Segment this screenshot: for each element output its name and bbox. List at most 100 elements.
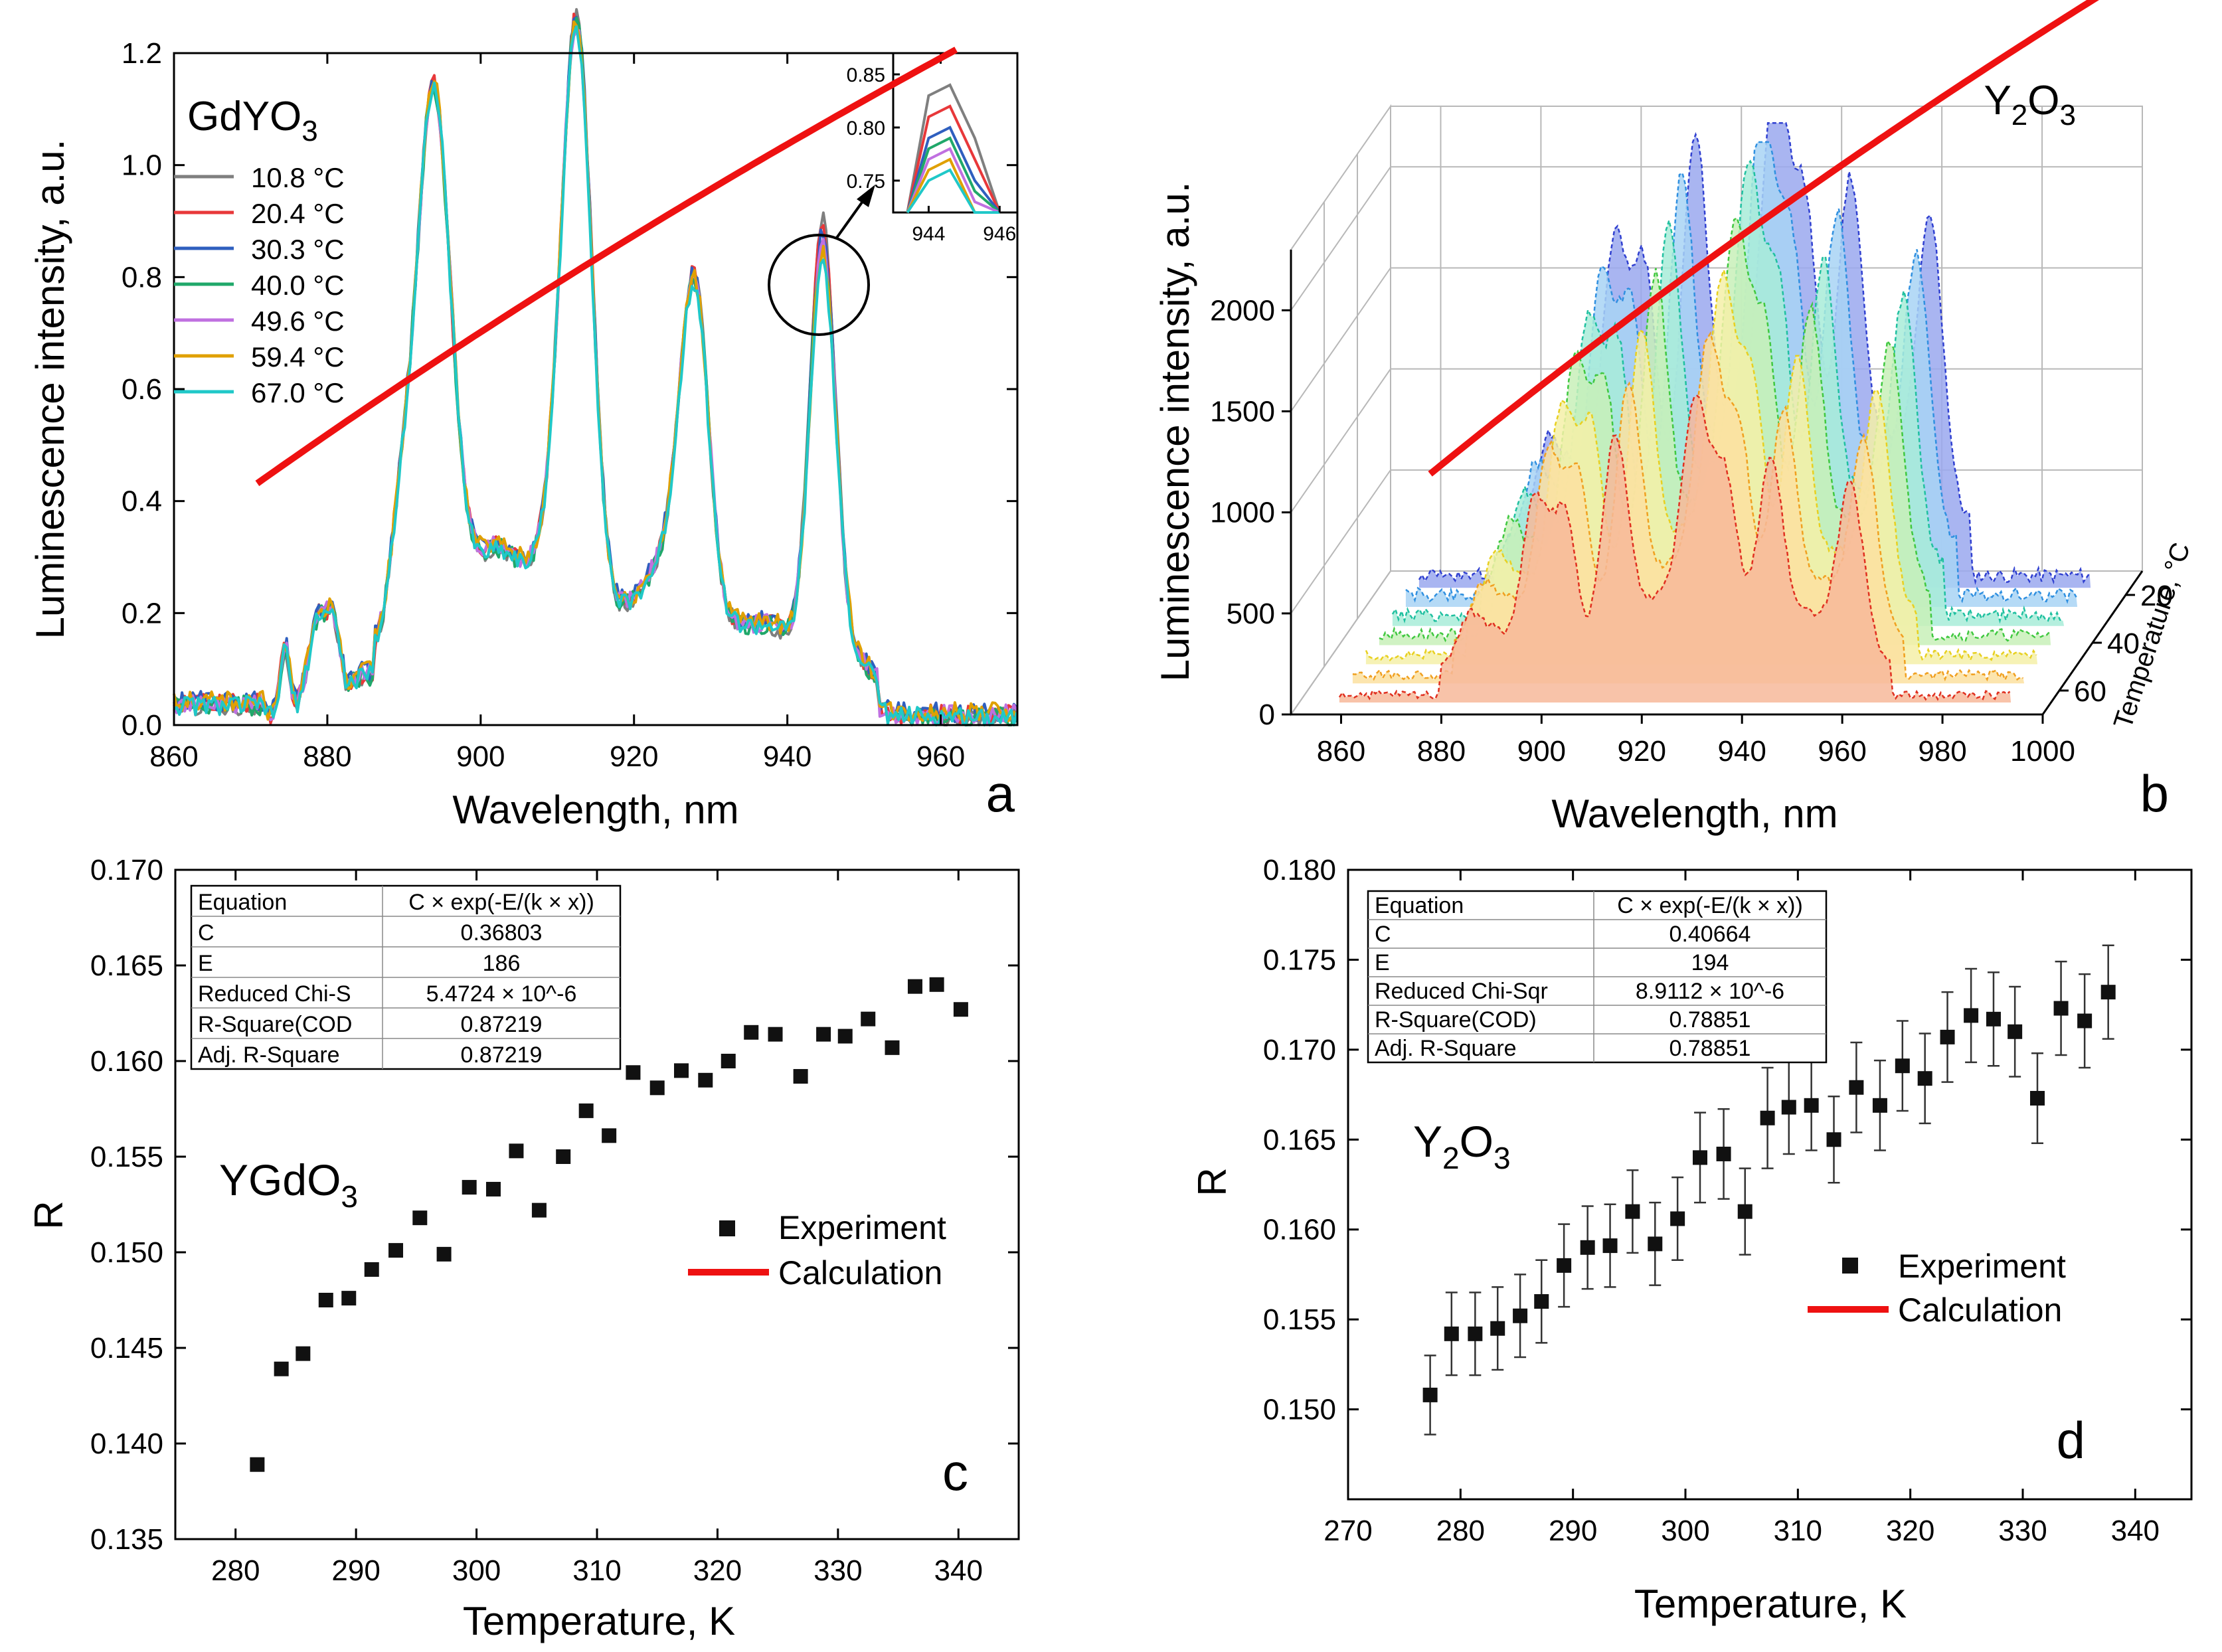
panel-a-inset-xtick-label: 944 — [912, 223, 945, 245]
panel-c-label: c — [942, 1443, 968, 1501]
panel-a-legend-label: 30.3 °C — [251, 234, 345, 265]
panel-d-xtick-label: 300 — [1661, 1515, 1709, 1547]
panel-c-experiment-point — [602, 1128, 617, 1143]
panel-d-table-cell-value: 0.78851 — [1669, 1036, 1751, 1061]
panel-d-ylabel: R — [1190, 1167, 1235, 1196]
panel-d-ytick-label: 0.170 — [1263, 1034, 1336, 1066]
panel-a-ytick-label: 0.2 — [122, 597, 162, 629]
panel-c-experiment-point — [531, 1202, 547, 1218]
panel-b-grid-line — [1290, 166, 2142, 311]
panel-d-experiment-point — [1917, 1071, 1932, 1086]
panel-d-ratio-y2o3: 270 280 290 300 310 320 330 340 0.150 0.155 0.160 0… — [1190, 0, 2193, 1626]
panel-a-ytick-label: 0.8 — [122, 261, 162, 293]
panel-b-ytick-label: 1000 — [1210, 497, 1275, 529]
panel-d-ytick-label: 0.160 — [1263, 1214, 1336, 1246]
panel-d-experiment-point — [1513, 1308, 1528, 1323]
panel-c-table-cell-key: C — [198, 920, 214, 946]
panel-b-xtick-label: 960 — [1818, 735, 1866, 768]
panel-d-plot-frame — [1347, 868, 2193, 1501]
panel-a-inset-xtick-label: 946 — [983, 223, 1016, 245]
panel-a-ytick-label: 0.6 — [122, 373, 162, 406]
panel-a-peak-highlight-circle — [768, 234, 870, 336]
panel-b-xtick-label: 1000 — [2010, 735, 2075, 768]
panel-a-ytick-label: 1.2 — [122, 37, 162, 70]
panel-a-luminescence-gdyo3: 860 880 900 920 940 9600.00.20.40.60.81.01.2 … — [28, 8, 1019, 832]
panel-a-inset-ytick-label: 0.75 — [847, 171, 885, 193]
panel-a-ytick-label: 0.4 — [122, 485, 162, 518]
panel-d-experiment-point — [1781, 1100, 1796, 1115]
panel-c-experiment-point — [388, 1243, 404, 1258]
panel-d-experiment-point — [1422, 1387, 1438, 1402]
panel-d-legend-calculation-label: Calculation — [1898, 1291, 2062, 1329]
panel-d-experiment-point — [1534, 1294, 1549, 1309]
panel-d-experiment-point — [1693, 1150, 1708, 1165]
panel-c-experiment-point — [816, 1027, 831, 1042]
panel-c-xtick-label: 340 — [934, 1554, 983, 1587]
panel-c-experiment-point — [929, 977, 944, 992]
panel-c-ytick-label: 0.165 — [90, 950, 163, 982]
panel-d-experiment-point — [1557, 1258, 1572, 1273]
panel-c-table-cell-value: 0.36803 — [461, 920, 543, 946]
panel-b-xtick-label: 980 — [1918, 735, 1966, 768]
panel-d-fit-line — [1428, 0, 2099, 477]
panel-d-xtick-label: 330 — [1998, 1515, 2047, 1547]
panel-a-legend-label: 59.4 °C — [251, 341, 345, 372]
panel-c-experiment-point — [837, 1029, 853, 1044]
panel-c-experiment-point — [578, 1103, 594, 1118]
panel-d-xtick-label: 270 — [1324, 1515, 1372, 1547]
panel-a-legend: 10.8 °C 20.4 °C 30.3 °C 40.0 °C 49.6 °C 59.4 … — [174, 162, 345, 408]
panel-c-experiment-point — [649, 1080, 665, 1096]
panel-d-legend: Experiment Calculation — [1808, 1248, 2066, 1329]
panel-a-inset-series-line — [906, 168, 1000, 214]
panel-c-ytick-label: 0.145 — [90, 1332, 163, 1364]
panel-b-title: Y2O3 — [1984, 78, 2076, 131]
panel-c-experiment-point — [274, 1361, 289, 1376]
panel-b-ytick-label: 2000 — [1210, 294, 1275, 327]
panel-a-legend-label: 20.4 °C — [251, 198, 345, 229]
panel-c-table-cell-value: 0.87219 — [461, 1042, 543, 1068]
panel-b-xlabel: Wavelength, nm — [1551, 791, 1837, 836]
panel-a-ylabel: Luminescence intensity, a.u. — [28, 139, 72, 639]
panel-c-experiment-point — [768, 1027, 783, 1042]
panel-c-legend-experiment-label: Experiment — [778, 1209, 946, 1246]
panel-a-inset-series-line — [906, 83, 1001, 213]
panel-c-ytick-label: 0.135 — [90, 1523, 163, 1556]
panel-c-experiment-point — [556, 1149, 571, 1164]
panel-d-experiment-point — [2008, 1024, 2023, 1039]
panel-d-experiment-point — [1580, 1240, 1595, 1255]
panel-d-legend-experiment-marker — [1842, 1258, 1858, 1274]
panel-b-xtick-label: 940 — [1717, 735, 1766, 768]
panel-c-experiment-point — [341, 1291, 357, 1306]
panel-a-xlabel: Wavelength, nm — [452, 787, 738, 832]
panel-d-experiment-point — [1804, 1098, 1819, 1113]
panel-d-table-cell-value: 0.40664 — [1669, 922, 1751, 947]
panel-b-left-wall — [1290, 104, 1391, 717]
panel-a-label: a — [986, 764, 1015, 823]
panel-c-experiment-point — [907, 979, 922, 994]
panel-d-experiment-point — [1602, 1238, 1618, 1254]
panel-d-xtick-label: 320 — [1886, 1515, 1934, 1547]
panel-b-ytick-label: 1500 — [1210, 395, 1275, 428]
panel-a-inset-series-line — [906, 147, 1001, 214]
panel-a-inset-arrow — [835, 199, 865, 239]
panel-d-experiment-point — [1737, 1204, 1752, 1219]
panel-d-table-cell-key: R-Square(COD) — [1375, 1007, 1537, 1032]
panel-b-ytick-label: 500 — [1227, 598, 1275, 630]
panel-d-title: Y2O3 — [1413, 1117, 1511, 1175]
panel-d-xtick-label: 310 — [1774, 1515, 1822, 1547]
panel-b-ztick-label: 20 — [2140, 580, 2173, 612]
panel-d-table-cell-key: C — [1375, 922, 1391, 947]
panel-d-table-cell-value: 0.78851 — [1669, 1007, 1751, 1032]
panel-d-table-cell-key: Reduced Chi-Sqr — [1375, 979, 1548, 1004]
panel-d-experiment-point — [1760, 1110, 1775, 1125]
panel-d-fit-table: Equation C × exp(-E/(k × x)) C 0.40664 E 194 R… — [1367, 890, 1828, 1064]
panel-a-series-line — [173, 25, 1018, 726]
panel-d-ytick-label: 0.175 — [1263, 944, 1336, 976]
panel-b-series-waterfall — [1338, 122, 2091, 702]
panel-c-experiment-point — [318, 1293, 333, 1307]
panel-b-series-area — [1339, 396, 2011, 702]
panel-a-inset-series-line — [906, 104, 1001, 213]
panel-a-series-lines — [173, 8, 1018, 726]
panel-c-table-cell-key: Adj. R-Square — [198, 1042, 340, 1068]
panel-a-inset-ytick-label: 0.85 — [847, 64, 885, 86]
